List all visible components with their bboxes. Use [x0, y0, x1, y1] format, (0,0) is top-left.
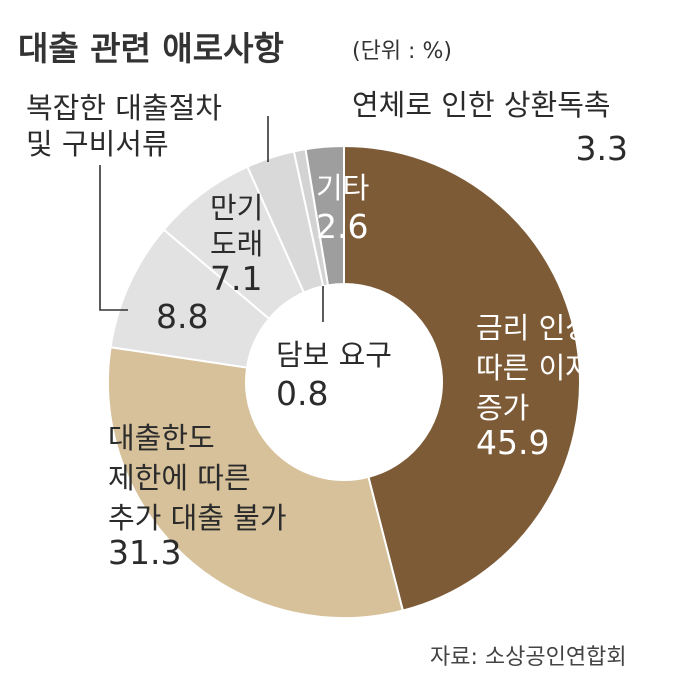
- slice-label: 복잡한 대출절차: [26, 91, 222, 125]
- chart-unit: (단위 : %): [352, 39, 452, 64]
- slice-value: 2.6: [316, 207, 368, 246]
- chart-title: 대출 관련 애로사항: [18, 29, 284, 68]
- slice-1: [343, 144, 581, 612]
- slice-value: 8.8: [156, 297, 208, 336]
- slice-value: 3.3: [576, 129, 628, 168]
- slice-value: 7.1: [210, 259, 262, 298]
- slice-value: 45.9: [476, 423, 549, 462]
- slice-label: 및 구비서류: [26, 127, 169, 161]
- slice-value: 0.8: [276, 374, 328, 413]
- slice-7: [304, 144, 345, 287]
- slice-label: 금리 인상에: [476, 311, 619, 345]
- source-note: 자료: 소상공인연합회: [430, 645, 627, 670]
- slice-label: 제한에 따른: [108, 461, 251, 495]
- slice-label: 기타: [316, 171, 369, 205]
- slice-label: 연체로 인한 상환독촉: [352, 88, 611, 122]
- leader-line: [99, 165, 128, 311]
- slice-label: 따른 이자부담: [476, 351, 645, 385]
- slice-label: 대출한도: [108, 421, 215, 455]
- slice-label: 담보 요구: [276, 338, 392, 372]
- slice-2: [107, 346, 405, 619]
- slice-label: 증가: [476, 391, 529, 425]
- leader-lines: [99, 116, 324, 322]
- slice-label: 도래: [210, 227, 263, 261]
- slice-value: 31.3: [108, 533, 181, 572]
- slice-label: 만기: [210, 191, 263, 225]
- slices: [107, 144, 581, 619]
- slice-label: 추가 대출 불가: [108, 501, 287, 535]
